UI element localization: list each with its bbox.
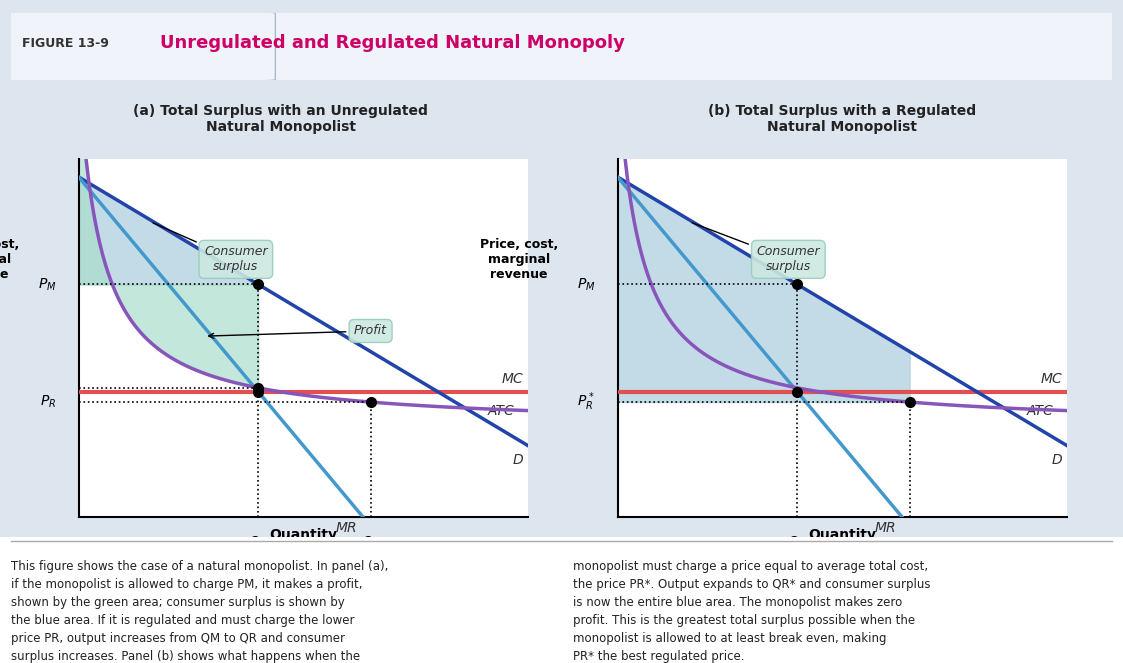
Text: Consumer
surplus: Consumer surplus <box>153 223 267 273</box>
Text: $P_R$: $P_R$ <box>40 394 56 410</box>
X-axis label: Quantity: Quantity <box>270 528 337 542</box>
FancyBboxPatch shape <box>0 12 275 81</box>
Text: Unregulated and Regulated Natural Monopoly: Unregulated and Regulated Natural Monopo… <box>159 34 624 52</box>
Text: ATC: ATC <box>1026 404 1053 418</box>
Text: $Q_R$: $Q_R$ <box>362 535 380 552</box>
Text: MC: MC <box>1041 373 1062 387</box>
Text: Profit: Profit <box>209 324 387 338</box>
X-axis label: Quantity: Quantity <box>809 528 876 542</box>
Text: This figure shows the case of a natural monopolist. In panel (a),
if the monopol: This figure shows the case of a natural … <box>11 560 389 663</box>
Text: $P_M$: $P_M$ <box>38 276 56 292</box>
Text: MR: MR <box>875 520 896 535</box>
Text: (b) Total Surplus with a Regulated
Natural Monopolist: (b) Total Surplus with a Regulated Natur… <box>709 104 976 135</box>
Text: D: D <box>513 453 523 467</box>
Text: $Q_R^*$: $Q_R^*$ <box>900 535 920 558</box>
Text: FIGURE 13-9: FIGURE 13-9 <box>22 36 109 50</box>
Text: $P_R^*$: $P_R^*$ <box>577 391 595 413</box>
Text: MR: MR <box>336 520 357 535</box>
Text: ATC: ATC <box>487 404 514 418</box>
Y-axis label: Price, cost,
marginal
revenue: Price, cost, marginal revenue <box>480 238 558 281</box>
Text: monopolist must charge a price equal to average total cost,
the price PR*. Outpu: monopolist must charge a price equal to … <box>573 560 930 663</box>
Text: (a) Total Surplus with an Unregulated
Natural Monopolist: (a) Total Surplus with an Unregulated Na… <box>134 104 428 135</box>
Text: Consumer
surplus: Consumer surplus <box>692 223 820 273</box>
Text: $Q_M$: $Q_M$ <box>787 535 807 552</box>
Text: D: D <box>1052 453 1062 467</box>
Text: $P_M$: $P_M$ <box>577 276 595 292</box>
Text: $Q_M$: $Q_M$ <box>248 535 268 552</box>
Text: MC: MC <box>502 373 523 387</box>
Y-axis label: Price, cost,
marginal
revenue: Price, cost, marginal revenue <box>0 238 19 281</box>
